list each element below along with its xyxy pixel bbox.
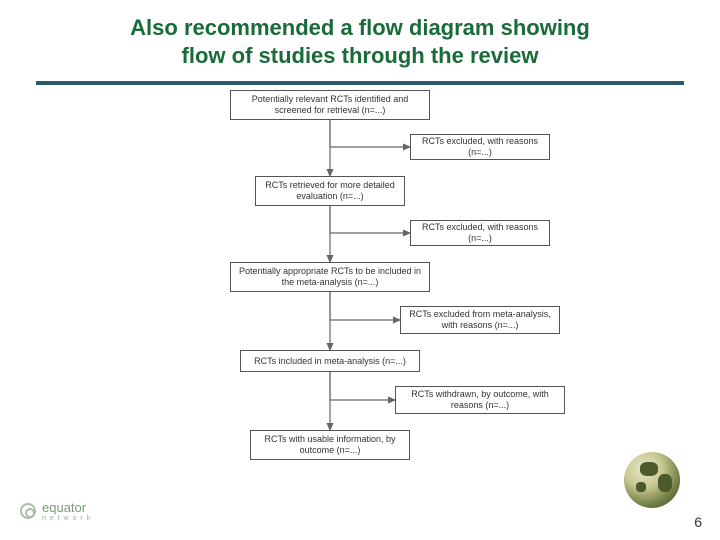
flow-node-e4: RCTs withdrawn, by outcome, with reasons… [395, 386, 565, 414]
flow-node-e1: RCTs excluded, with reasons (n=...) [410, 134, 550, 160]
logo-text: equator [42, 500, 91, 515]
logo-text-wrap: equator n e t w o r k [42, 500, 91, 522]
flow-node-n2: RCTs retrieved for more detailed evaluat… [255, 176, 405, 206]
flow-node-e3: RCTs excluded from meta-analysis, with r… [400, 306, 560, 334]
page-number: 6 [694, 514, 702, 530]
flow-node-n5: RCTs with usable information, by outcome… [250, 430, 410, 460]
flow-node-n4: RCTs included in meta-analysis (n=...) [240, 350, 420, 372]
logo-subtext: n e t w o r k [42, 515, 91, 522]
logo-icon [20, 503, 36, 519]
slide-title: Also recommended a flow diagram showing … [0, 0, 720, 77]
title-line-1: Also recommended a flow diagram showing [130, 15, 590, 40]
flow-node-n3: Potentially appropriate RCTs to be inclu… [230, 262, 430, 292]
title-line-2: flow of studies through the review [182, 43, 539, 68]
equator-logo: equator n e t w o r k [20, 500, 91, 522]
flow-node-e2: RCTs excluded, with reasons (n=...) [410, 220, 550, 246]
flowchart-canvas: Potentially relevant RCTs identified and… [0, 84, 720, 504]
slide: Also recommended a flow diagram showing … [0, 0, 720, 540]
flow-node-n1: Potentially relevant RCTs identified and… [230, 90, 430, 120]
globe-icon [610, 452, 680, 512]
